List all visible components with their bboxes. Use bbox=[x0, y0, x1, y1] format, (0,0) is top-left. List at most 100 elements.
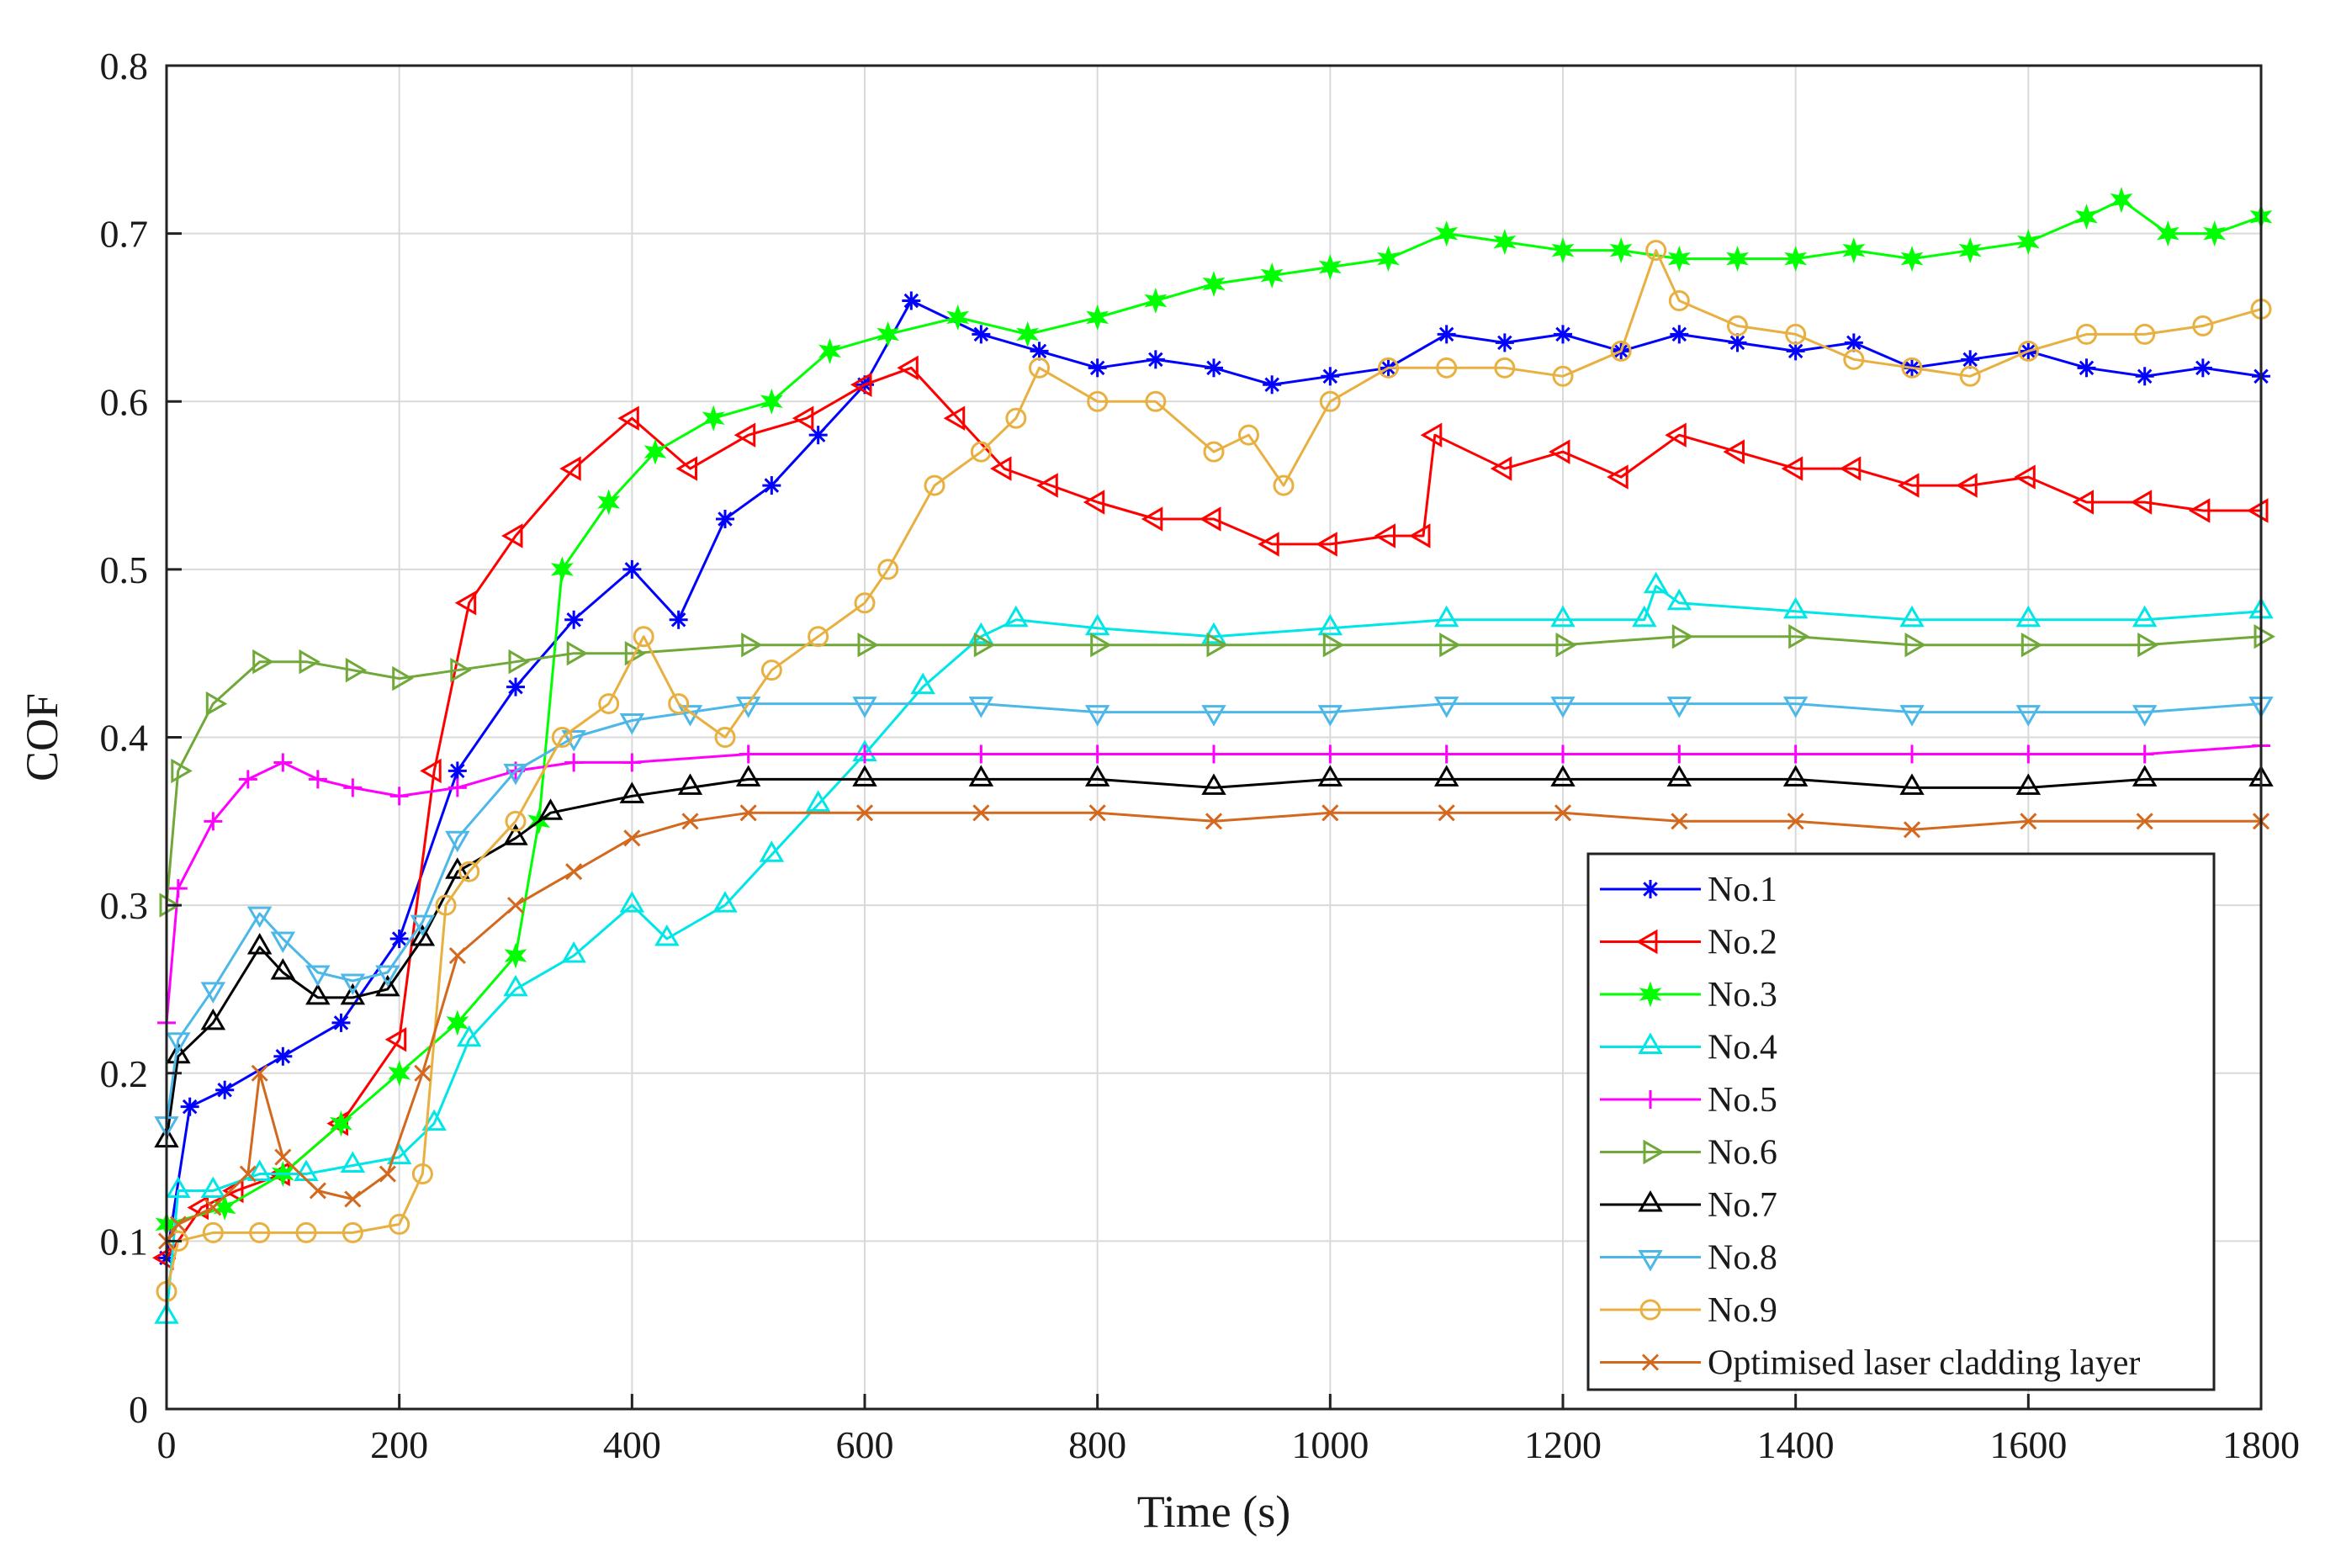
data-point-marker bbox=[1316, 532, 1337, 557]
data-point-marker bbox=[506, 897, 525, 914]
data-point-marker bbox=[623, 829, 641, 847]
data-point-marker bbox=[1420, 422, 1443, 448]
series-10 bbox=[157, 804, 2270, 1250]
data-point-marker bbox=[1666, 765, 1692, 787]
data-point-marker bbox=[760, 660, 782, 681]
data-point-marker bbox=[1786, 744, 1805, 764]
data-point-marker bbox=[345, 657, 368, 683]
data-point-marker bbox=[597, 489, 621, 516]
data-point-marker bbox=[2134, 323, 2156, 345]
data-point-marker bbox=[1438, 804, 1455, 822]
data-point-marker bbox=[2192, 315, 2214, 336]
data-point-marker bbox=[1004, 605, 1029, 628]
data-point-marker bbox=[187, 1195, 209, 1221]
data-point-marker bbox=[2019, 744, 2038, 764]
data-point-marker bbox=[1726, 246, 1749, 273]
legend-box bbox=[1586, 852, 2216, 1391]
series-9 bbox=[156, 240, 2272, 1302]
legend-swatch-marker bbox=[1638, 1189, 1663, 1212]
data-point-marker bbox=[1317, 705, 1343, 727]
data-point-marker bbox=[968, 765, 994, 787]
data-point-marker bbox=[410, 924, 436, 946]
legend-item: Optimised laser cladding layer bbox=[1600, 1344, 2140, 1383]
data-point-marker bbox=[633, 626, 654, 648]
data-point-marker bbox=[456, 1025, 482, 1047]
data-point-marker bbox=[1493, 229, 1517, 256]
legend-swatch-marker bbox=[1641, 1090, 1660, 1109]
data-point-marker bbox=[200, 982, 226, 1004]
data-point-marker bbox=[246, 906, 273, 929]
data-point-marker bbox=[2110, 187, 2133, 214]
data-point-marker bbox=[1554, 325, 1572, 344]
data-point-marker bbox=[384, 1027, 407, 1052]
data-point-marker bbox=[1141, 506, 1163, 532]
y-tick-label: 0.8 bbox=[100, 45, 149, 87]
legend-item: No.3 bbox=[1600, 976, 1777, 1014]
data-point-marker bbox=[1036, 473, 1058, 498]
data-point-marker bbox=[622, 559, 642, 579]
data-point-marker bbox=[251, 1064, 268, 1082]
data-point-marker bbox=[330, 1110, 352, 1137]
y-axis-title: COF bbox=[17, 693, 67, 781]
data-point-marker bbox=[1090, 633, 1112, 658]
legend-swatch-marker bbox=[1638, 1032, 1663, 1054]
data-point-marker bbox=[1668, 289, 1690, 311]
data-point-marker bbox=[1321, 804, 1339, 822]
data-point-marker bbox=[1084, 705, 1110, 727]
data-point-marker bbox=[1083, 490, 1105, 515]
data-point-marker bbox=[446, 1009, 469, 1036]
series-line bbox=[165, 744, 2262, 1024]
data-point-marker bbox=[166, 1041, 191, 1064]
data-point-marker bbox=[166, 1176, 191, 1198]
data-point-marker bbox=[551, 727, 573, 748]
y-tick-label: 0.5 bbox=[100, 548, 149, 591]
data-point-marker bbox=[1005, 407, 1027, 429]
data-point-marker bbox=[1667, 246, 1691, 273]
data-point-marker bbox=[1550, 605, 1576, 628]
data-point-marker bbox=[619, 891, 645, 913]
data-point-marker bbox=[897, 355, 919, 380]
data-point-marker bbox=[2254, 624, 2276, 649]
data-point-marker bbox=[1321, 744, 1340, 764]
y-tick-label: 0.2 bbox=[100, 1052, 149, 1095]
data-point-marker bbox=[2136, 813, 2153, 830]
data-point-marker bbox=[1550, 697, 1576, 718]
data-point-marker bbox=[2132, 605, 2158, 628]
data-point-marker bbox=[2020, 813, 2037, 830]
data-point-marker bbox=[1787, 813, 1804, 830]
data-point-marker bbox=[213, 1194, 236, 1221]
data-point-marker bbox=[735, 697, 761, 718]
data-point-marker bbox=[946, 304, 970, 331]
data-point-marker bbox=[1554, 744, 1572, 764]
legend-label: No.1 bbox=[1708, 871, 1777, 909]
legend-swatch-marker bbox=[1641, 880, 1660, 898]
data-point-marker bbox=[1782, 596, 1809, 619]
data-point-marker bbox=[309, 1182, 326, 1200]
data-point-marker bbox=[389, 1213, 410, 1235]
data-point-marker bbox=[169, 1216, 187, 1233]
x-tick-label: 1800 bbox=[2222, 1423, 2300, 1466]
data-point-marker bbox=[1409, 523, 1431, 548]
data-point-marker bbox=[1435, 220, 1459, 247]
data-point-marker bbox=[2015, 605, 2042, 628]
x-tick-label: 1600 bbox=[1989, 1423, 2067, 1466]
data-point-marker bbox=[270, 931, 296, 953]
data-point-marker bbox=[968, 697, 994, 718]
x-tick-label: 800 bbox=[1068, 1423, 1126, 1466]
data-point-marker bbox=[1319, 390, 1341, 412]
data-point-marker bbox=[1549, 439, 1570, 464]
series-line bbox=[165, 702, 2262, 1124]
data-point-marker bbox=[1842, 237, 1866, 264]
data-point-marker bbox=[305, 983, 331, 1005]
data-point-marker bbox=[1788, 624, 1810, 649]
data-point-marker bbox=[792, 405, 814, 431]
data-point-marker bbox=[2137, 633, 2159, 658]
legend-label: No.4 bbox=[1708, 1029, 1777, 1067]
data-point-marker bbox=[1494, 357, 1516, 379]
data-point-marker bbox=[762, 476, 781, 495]
series-layer bbox=[152, 187, 2276, 1324]
data-point-marker bbox=[448, 946, 466, 965]
data-point-marker bbox=[411, 1163, 433, 1185]
data-point-marker bbox=[1321, 367, 1340, 386]
